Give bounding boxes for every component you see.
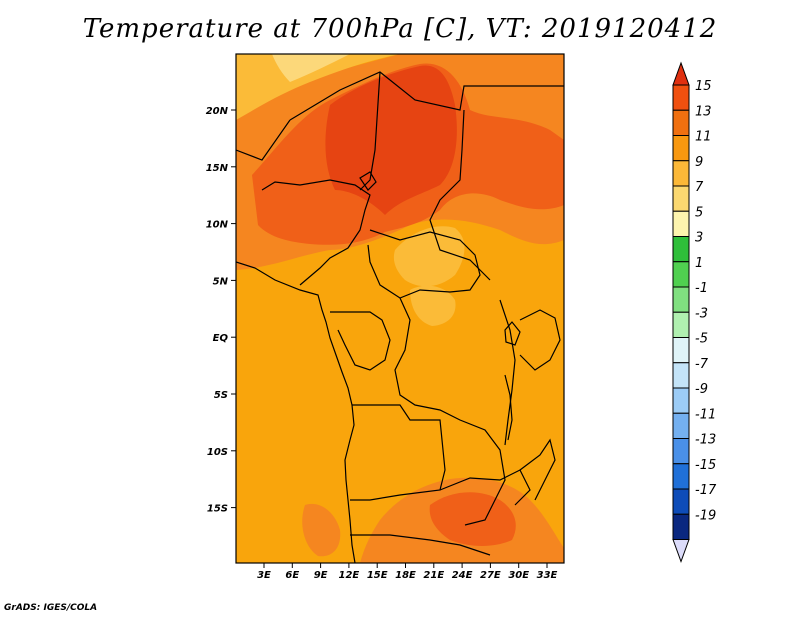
- lon-tick-label: 30E: [508, 570, 529, 581]
- lon-tick-label: 3E: [257, 570, 271, 581]
- colorbar-bottom-arrow: [672, 539, 690, 563]
- colorbar-swatch: [672, 160, 690, 187]
- colorbar-swatch: [672, 387, 690, 414]
- lon-tick-label: 33E: [537, 570, 558, 581]
- lat-tick-label: 15N: [206, 163, 229, 174]
- colorbar-label: -15: [695, 458, 716, 473]
- border-congo: [330, 311, 391, 371]
- field-region-5-top: [272, 54, 350, 82]
- colorbar-label: -9: [695, 382, 708, 397]
- border-drc: [394, 297, 506, 526]
- field-region-7-mid: [410, 285, 456, 326]
- border-sahara-2: [236, 119, 291, 161]
- field-region-13-south: [429, 492, 516, 546]
- colorbar-swatch: [672, 488, 690, 515]
- lat-tick-label: 10N: [206, 220, 229, 231]
- latitude-axis: 20N 15N 10N 5N EQ 5S 10S 15S: [206, 106, 236, 515]
- colorbar-swatch: [672, 438, 690, 465]
- colorbar-swatch: [672, 135, 690, 162]
- country-borders: [236, 71, 564, 563]
- colorbar-swatch: [672, 185, 690, 212]
- border-car: [367, 229, 481, 299]
- longitude-axis: 3E 6E 9E 12E 15E 18E 21E 24E 27E 30E 33E: [257, 563, 558, 581]
- colorbar-swatch: [672, 236, 690, 263]
- colorbar-swatch: [672, 463, 690, 490]
- colorbar-label: 9: [695, 155, 703, 170]
- lon-tick-label: 18E: [395, 570, 416, 581]
- lat-tick-label: 10S: [207, 447, 228, 458]
- colorbar: 15 13 11 9 7 5 3 1 -1 -3 -5 -7 -9 -11 -13 -15 -17 -19: [672, 61, 717, 563]
- chart-title: Temperature at 700hPa [C], VT: 201912041…: [82, 14, 718, 44]
- colorbar-label: -17: [695, 483, 717, 498]
- lat-tick-label: 15S: [207, 504, 228, 515]
- colorbar-swatch: [672, 362, 690, 389]
- lon-tick-label: 21E: [423, 570, 444, 581]
- colorbar-swatch: [672, 286, 690, 313]
- colorbar-label: 3: [695, 231, 703, 246]
- colorbar-label: 13: [695, 104, 712, 119]
- lake-chad: [359, 171, 377, 191]
- lon-tick-label: 24E: [452, 570, 473, 581]
- colorbar-label: -3: [695, 306, 708, 321]
- colorbar-label: 15: [695, 79, 712, 94]
- coastline-west: [236, 261, 356, 563]
- colorbar-label: -13: [695, 433, 716, 448]
- lat-tick-label: EQ: [213, 333, 229, 344]
- border-zambia: [439, 469, 531, 506]
- temperature-field: [236, 54, 564, 563]
- border-angola: [350, 404, 446, 501]
- colorbar-top-arrow: [672, 61, 690, 86]
- colorbar-swatch: [672, 311, 690, 338]
- colorbar-swatch: [672, 337, 690, 364]
- map-frame: [235, 53, 565, 564]
- field-region-7-center: [393, 226, 465, 287]
- colorbar-swatch: [672, 261, 690, 288]
- border-east: [499, 299, 516, 446]
- lon-tick-label: 15E: [367, 570, 388, 581]
- colorbar-label: -19: [695, 508, 716, 523]
- border-sudan: [429, 109, 491, 281]
- lon-tick-label: 27E: [480, 570, 501, 581]
- footer-credit: GrADS: IGES/COLA: [4, 603, 98, 613]
- lat-tick-label: 5N: [213, 276, 229, 287]
- field-region-7-topleft: [236, 54, 400, 120]
- border-sahara-1: [289, 71, 564, 121]
- lat-tick-label: 20N: [206, 106, 229, 117]
- field-region-15-north: [325, 65, 457, 215]
- colorbar-label: -11: [695, 407, 716, 422]
- colorbar-label: -5: [695, 332, 708, 347]
- lake-tanganyika: [504, 374, 513, 441]
- lon-tick-label: 12E: [339, 570, 360, 581]
- colorbar-label: -1: [695, 281, 708, 296]
- border-nigeria: [261, 179, 371, 286]
- colorbar-label: 7: [695, 180, 704, 195]
- border-horn: [519, 309, 561, 371]
- colorbar-swatch: [672, 84, 690, 111]
- lat-tick-label: 5S: [214, 390, 228, 401]
- colorbar-swatch: [672, 412, 690, 439]
- colorbar-label: -7: [695, 357, 709, 372]
- colorbar-label: 1: [695, 256, 703, 271]
- colorbar-label: 5: [695, 205, 703, 220]
- lake-victoria: [504, 321, 521, 346]
- field-region-11-sw: [302, 503, 341, 557]
- colorbar-label: 11: [695, 130, 712, 145]
- lon-tick-label: 9E: [314, 570, 328, 581]
- colorbar-swatch: [672, 513, 690, 540]
- border-se: [519, 438, 556, 501]
- colorbar-swatch: [672, 109, 690, 136]
- colorbar-swatch: [672, 210, 690, 237]
- lon-tick-label: 6E: [285, 570, 299, 581]
- border-south: [350, 534, 491, 556]
